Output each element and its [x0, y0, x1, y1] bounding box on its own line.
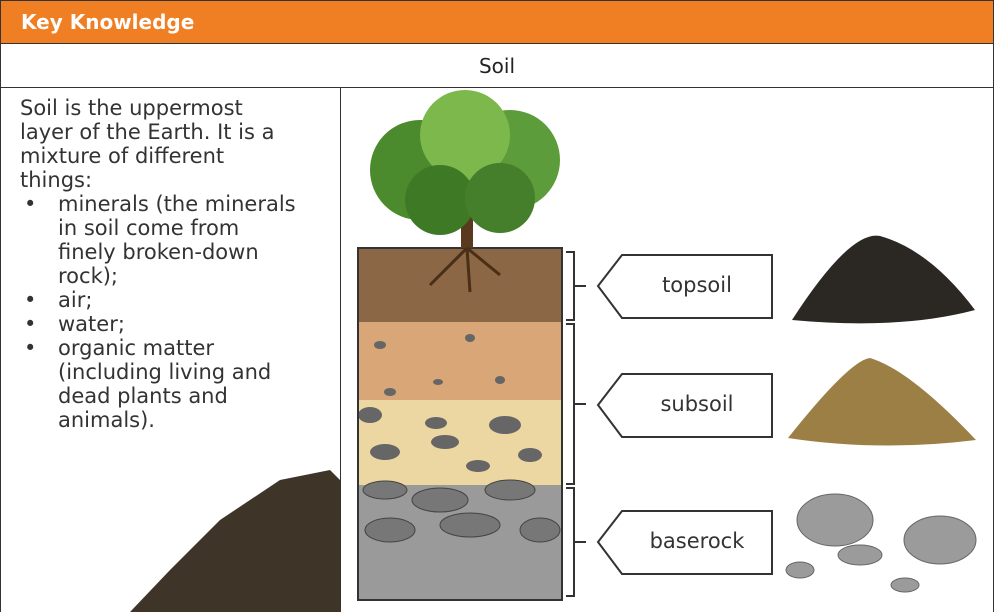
intro: Soil is the uppermost layer of the Earth… — [20, 96, 300, 192]
item-list: minerals (the minerals in soil come from… — [20, 192, 300, 432]
table-heading: Soil — [0, 44, 994, 88]
column-divider — [340, 88, 341, 612]
list-item: organic matter (including living and dea… — [58, 336, 300, 432]
layer-label: baserock — [632, 529, 762, 553]
list-item: water; — [58, 312, 300, 336]
layer-label: subsoil — [632, 392, 762, 416]
page: Key Knowledge Soil Soil is the uppermost… — [0, 0, 996, 612]
layer-label: topsoil — [632, 273, 762, 297]
description: Soil is the uppermost layer of the Earth… — [20, 96, 300, 432]
list-item: air; — [58, 288, 300, 312]
list-item: minerals (the minerals in soil come from… — [58, 192, 300, 288]
header-title: Key Knowledge — [0, 0, 994, 44]
